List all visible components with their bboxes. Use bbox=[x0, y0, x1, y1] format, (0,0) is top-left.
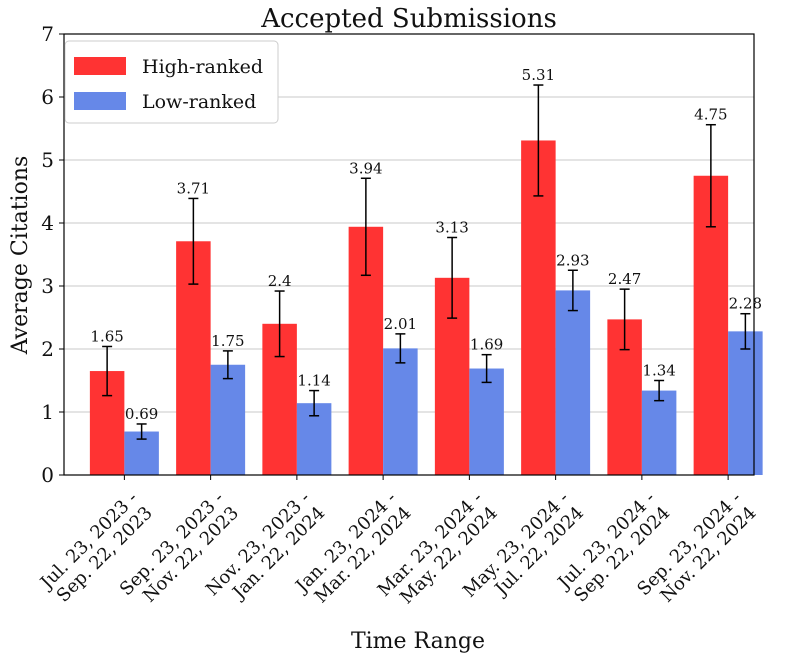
data-label-low-ranked: 2.01 bbox=[384, 315, 417, 333]
error-bar-high-ranked bbox=[619, 288, 630, 351]
y-tick-label: 4 bbox=[41, 211, 54, 235]
error-bars bbox=[102, 84, 751, 440]
error-bar-low-ranked bbox=[222, 350, 233, 380]
bar-low-ranked bbox=[728, 331, 763, 475]
data-label-low-ranked: 1.69 bbox=[470, 336, 503, 354]
legend-swatch-high-ranked bbox=[74, 57, 126, 75]
error-bar-low-ranked bbox=[654, 379, 665, 402]
data-label-high-ranked: 2.4 bbox=[268, 272, 292, 290]
error-bar-high-ranked bbox=[102, 345, 113, 397]
data-label-low-ranked: 2.93 bbox=[556, 251, 589, 269]
bar-low-ranked bbox=[210, 364, 246, 475]
y-tick-label: 7 bbox=[41, 22, 54, 46]
x-axis-label: Time Range bbox=[351, 629, 485, 654]
error-bar-low-ranked bbox=[481, 353, 492, 384]
error-bar-high-ranked bbox=[274, 290, 285, 358]
error-bar-high-ranked bbox=[360, 177, 371, 277]
error-bar-high-ranked bbox=[533, 84, 544, 197]
error-bar-low-ranked bbox=[395, 333, 406, 364]
error-bar-low-ranked bbox=[740, 312, 751, 350]
chart-title: Accepted Submissions bbox=[260, 4, 557, 34]
data-label-low-ranked: 0.69 bbox=[125, 405, 158, 423]
data-label-high-ranked: 3.94 bbox=[349, 159, 382, 177]
y-tick-label: 1 bbox=[41, 400, 54, 424]
error-bar-low-ranked bbox=[309, 389, 320, 417]
y-tick-label: 6 bbox=[41, 85, 54, 109]
data-label-low-ranked: 1.34 bbox=[642, 362, 675, 380]
data-label-high-ranked: 3.13 bbox=[435, 218, 468, 236]
data-label-high-ranked: 3.71 bbox=[177, 179, 210, 197]
legend-label-high-ranked: High-ranked bbox=[142, 56, 263, 78]
error-bar-high-ranked bbox=[447, 236, 458, 319]
legend-label-low-ranked: Low-ranked bbox=[142, 91, 256, 113]
y-tick-label: 0 bbox=[41, 463, 54, 487]
y-tick-label: 5 bbox=[41, 148, 54, 172]
y-axis-label: Average Citations bbox=[8, 156, 33, 356]
plot-frame bbox=[63, 33, 755, 476]
data-label-high-ranked: 1.65 bbox=[90, 327, 123, 345]
error-bar-high-ranked bbox=[705, 123, 716, 228]
data-label-high-ranked: 5.31 bbox=[522, 66, 555, 84]
legend-swatch-low-ranked bbox=[74, 92, 126, 110]
error-bar-high-ranked bbox=[188, 197, 199, 285]
error-bar-low-ranked bbox=[136, 423, 147, 440]
legend: High-ranked Low-ranked bbox=[64, 40, 279, 124]
bar-low-ranked bbox=[555, 290, 591, 475]
data-label-high-ranked: 4.75 bbox=[694, 106, 727, 124]
y-tick-label: 3 bbox=[41, 274, 54, 298]
y-tick-label: 2 bbox=[41, 337, 54, 361]
bars bbox=[89, 140, 763, 475]
data-labels: 1.65 0.69 3.71 1.75 2.4 1.14 3.94 2.01 3.13 1.69 5… bbox=[90, 66, 762, 423]
y-tick-labels: 0 1 2 3 4 5 6 7 bbox=[41, 22, 64, 487]
data-label-low-ranked: 1.75 bbox=[211, 332, 244, 350]
bar-low-ranked bbox=[383, 348, 418, 475]
bar-low-ranked bbox=[469, 368, 504, 475]
data-label-high-ranked: 2.47 bbox=[608, 270, 641, 288]
data-label-low-ranked: 1.14 bbox=[297, 372, 330, 390]
data-label-low-ranked: 2.28 bbox=[729, 295, 762, 313]
error-bar-low-ranked bbox=[567, 269, 578, 312]
bar-low-ranked bbox=[641, 390, 677, 475]
